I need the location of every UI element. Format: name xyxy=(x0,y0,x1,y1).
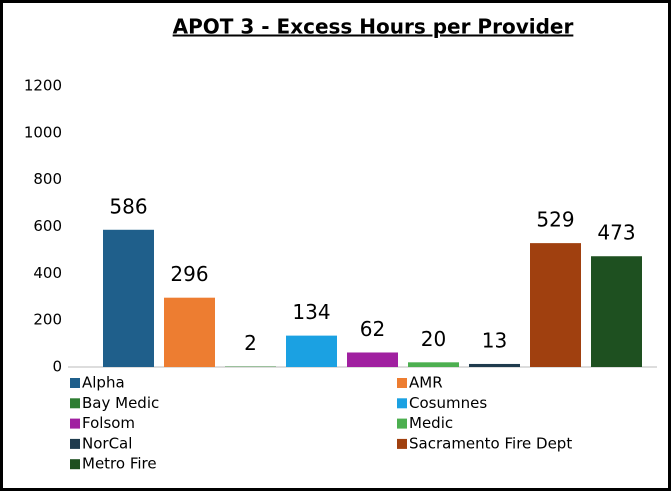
legend-label: Folsom xyxy=(82,414,135,432)
legend-label: Bay Medic xyxy=(82,394,159,412)
legend-swatch xyxy=(397,378,407,388)
y-tick-label: 1000 xyxy=(24,123,62,141)
value-label: 13 xyxy=(482,328,507,352)
y-tick-label: 600 xyxy=(33,217,62,235)
y-tick-label: 200 xyxy=(33,311,62,329)
bar xyxy=(408,362,459,367)
y-tick-label: 400 xyxy=(33,264,62,282)
bar xyxy=(530,243,581,367)
value-label: 2 xyxy=(244,331,257,355)
bar xyxy=(347,352,398,367)
y-tick-label: 0 xyxy=(52,358,62,376)
chart-title: APOT 3 - Excess Hours per Provider xyxy=(173,15,574,39)
value-label: 20 xyxy=(421,327,446,351)
bar xyxy=(469,363,520,367)
value-label: 529 xyxy=(536,208,574,232)
y-tick-label: 1200 xyxy=(24,77,62,95)
value-label: 586 xyxy=(109,194,147,218)
bar xyxy=(591,256,642,367)
legend-swatch xyxy=(397,438,407,449)
value-label: 62 xyxy=(360,317,385,341)
legend-label: Medic xyxy=(409,414,453,432)
legend-swatch xyxy=(70,378,80,388)
bar xyxy=(164,297,215,367)
legend-swatch xyxy=(70,459,80,470)
value-label: 473 xyxy=(597,221,635,245)
legend-label: Metro Fire xyxy=(82,455,157,473)
value-label: 296 xyxy=(170,262,208,286)
legend-label: NorCal xyxy=(82,434,132,452)
value-label: 134 xyxy=(292,300,330,324)
legend-swatch xyxy=(397,398,407,409)
y-tick-label: 800 xyxy=(33,170,62,188)
bar xyxy=(103,229,154,367)
legend-swatch xyxy=(397,418,407,429)
legend-label: Cosumnes xyxy=(409,394,487,412)
legend-swatch xyxy=(70,418,80,429)
legend-label: Sacramento Fire Dept xyxy=(409,434,572,452)
bar xyxy=(286,335,337,367)
legend-swatch xyxy=(70,438,80,449)
legend-label: AMR xyxy=(409,374,443,392)
legend-swatch xyxy=(70,398,80,409)
legend-label: Alpha xyxy=(82,374,125,392)
